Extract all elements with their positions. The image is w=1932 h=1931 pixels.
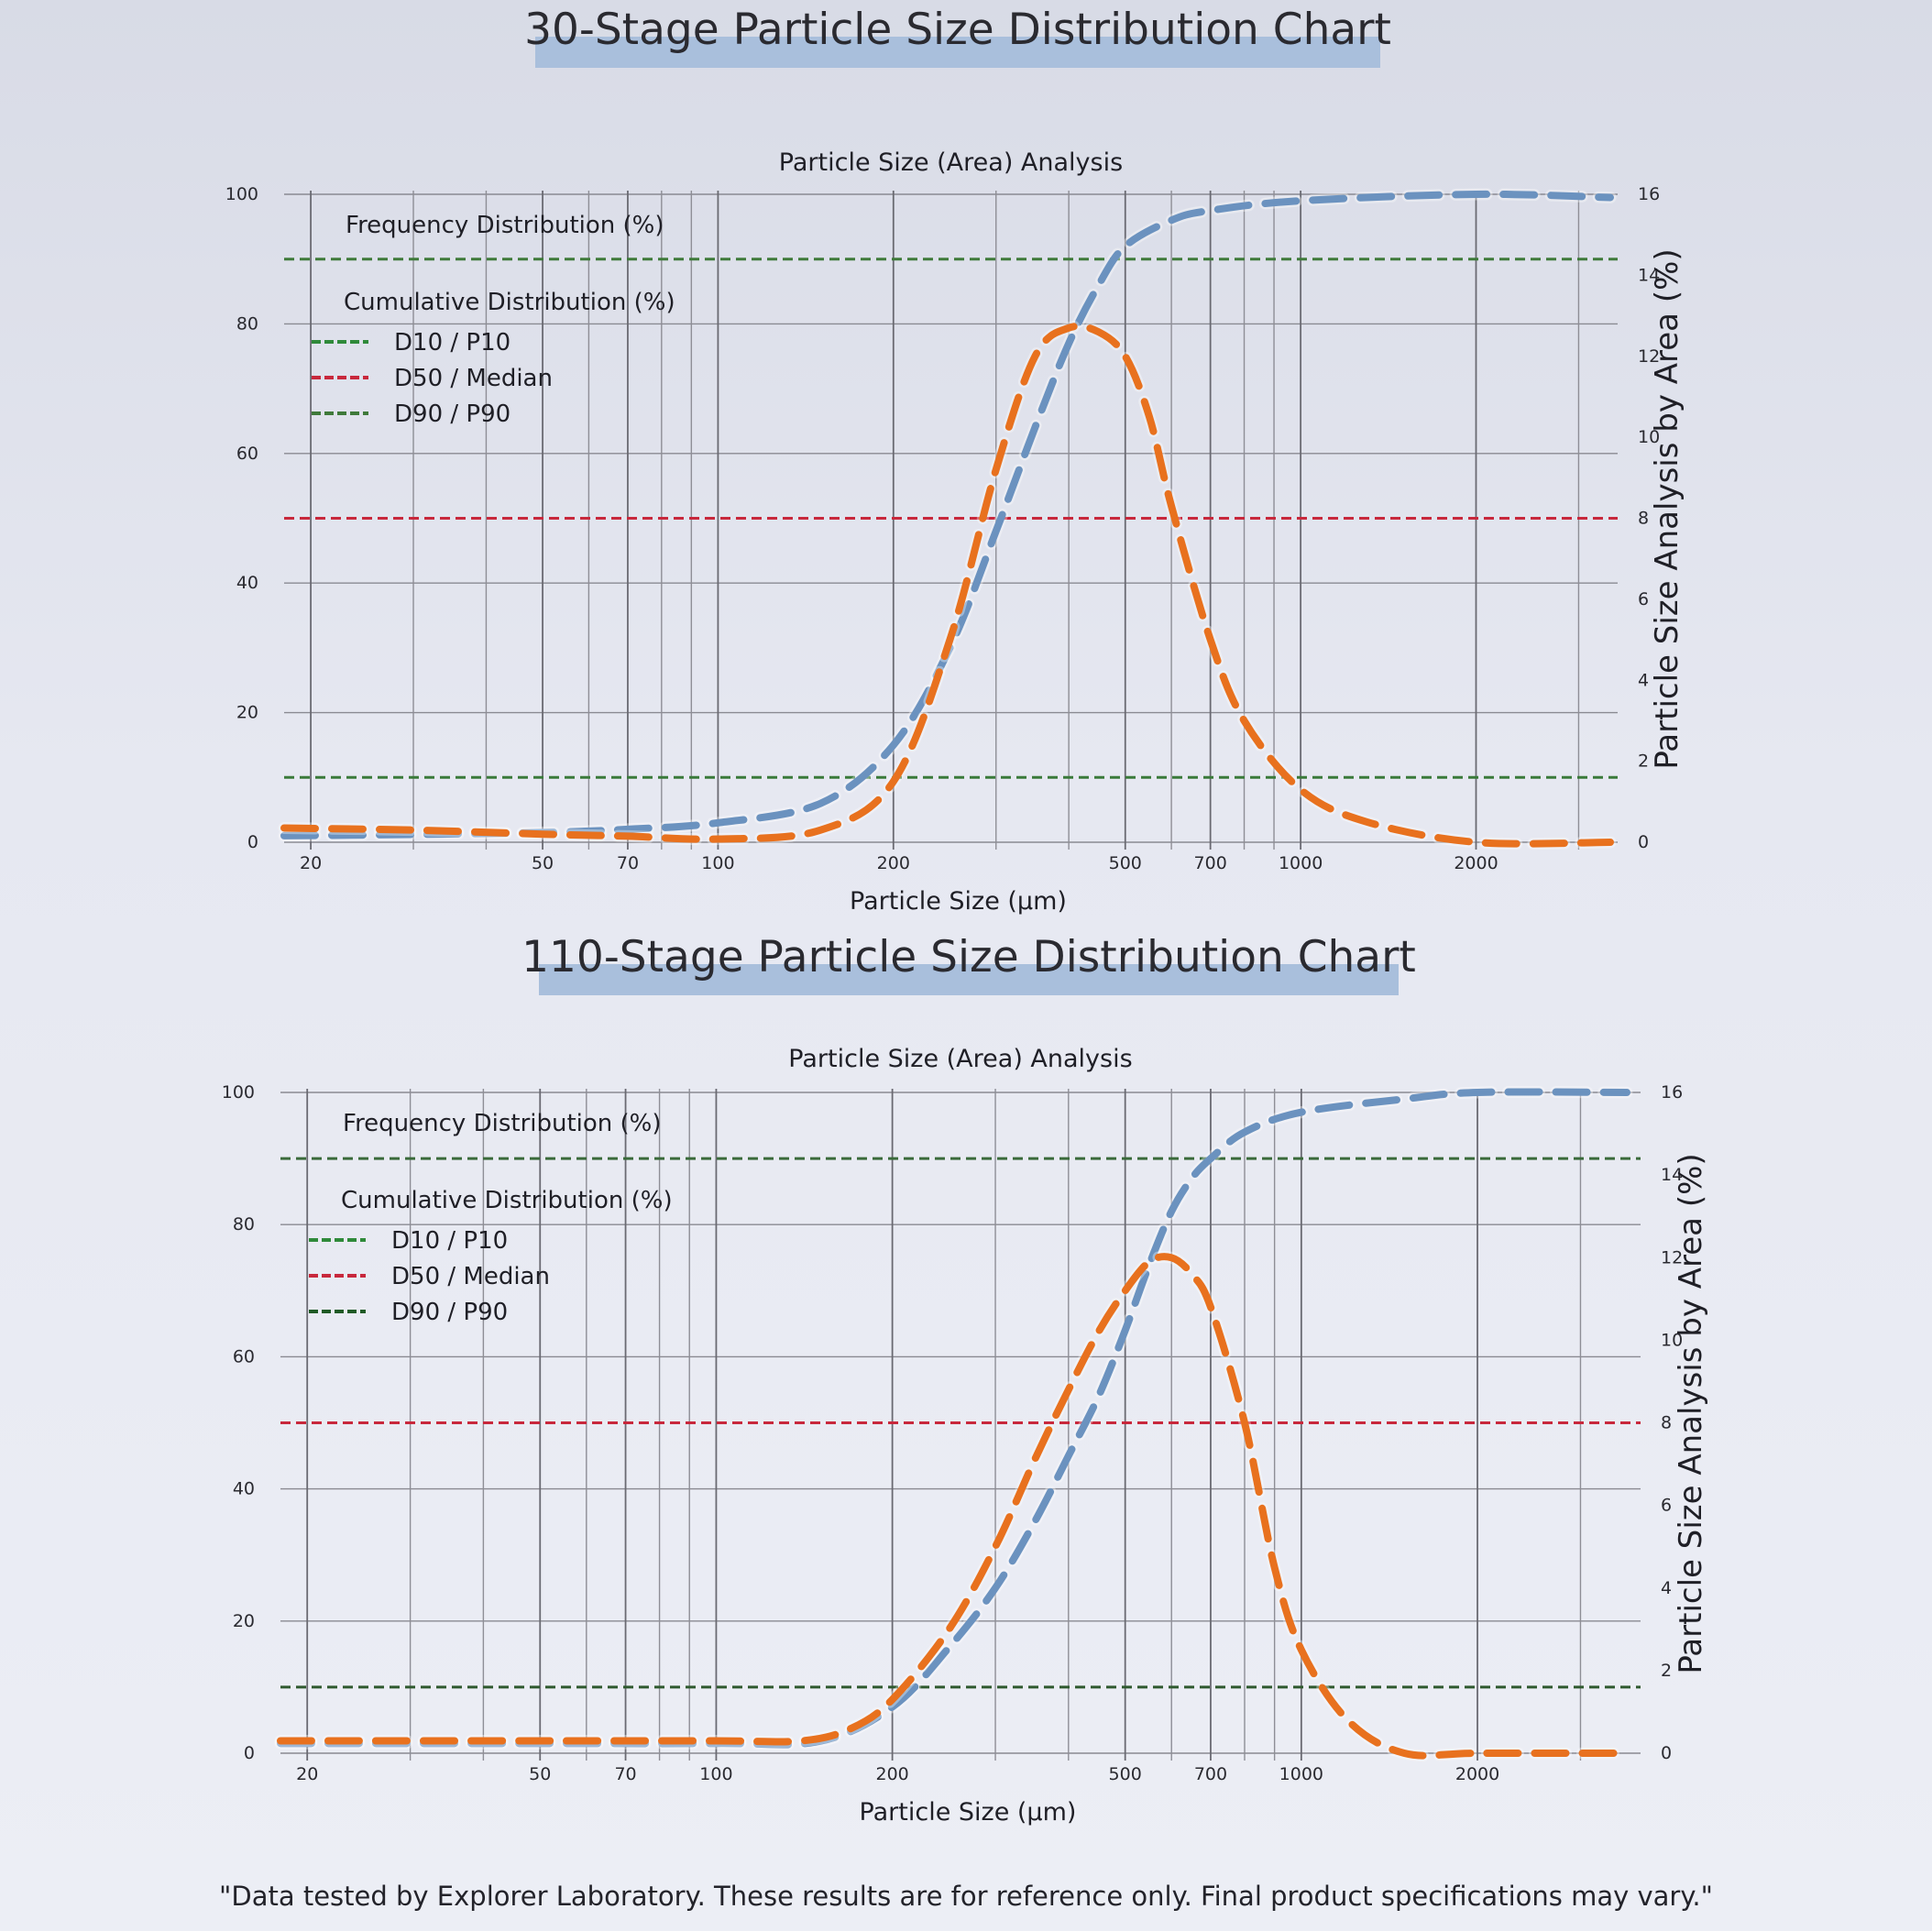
- legend-header-cumulative: Cumulative Distribution (%): [341, 1187, 673, 1214]
- x-tick-label: 200: [875, 1764, 908, 1784]
- legend-header-frequency: Frequency Distribution (%): [346, 212, 664, 239]
- x-tick-label: 1000: [1279, 853, 1323, 873]
- x-tick-label: 500: [1109, 853, 1142, 873]
- y-tick-label-right: 2: [1638, 752, 1649, 772]
- x-tick-label: 700: [1194, 1764, 1227, 1784]
- y-tick-label-left: 60: [233, 1346, 255, 1366]
- y-tick-label-left: 80: [233, 1214, 255, 1234]
- x-tick-label: 500: [1109, 1764, 1142, 1784]
- x-tick-label: 100: [699, 1764, 732, 1784]
- y-tick-label-right: 14: [1638, 265, 1660, 285]
- y-axis-label-right: Particle Size Analysis by Area (%): [1649, 248, 1685, 769]
- y-tick-label-right: 16: [1661, 1082, 1683, 1103]
- legend-label-d90-p90: D90 / P90: [391, 1299, 508, 1326]
- x-tick-label: 200: [877, 853, 910, 873]
- x-tick-label: 70: [617, 853, 639, 873]
- y-tick-label-left: 80: [236, 313, 258, 334]
- chart-title: 30-Stage Particle Size Distribution Char…: [524, 5, 1391, 55]
- y-tick-label-right: 8: [1661, 1413, 1672, 1433]
- chart-panel-1: 30-Stage Particle Size Distribution Char…: [225, 5, 1685, 916]
- y-tick-label-right: 0: [1661, 1743, 1672, 1763]
- y-tick-label-right: 10: [1661, 1330, 1683, 1350]
- x-tick-label: 20: [296, 1764, 318, 1784]
- legend-header-cumulative: Cumulative Distribution (%): [344, 289, 675, 316]
- series-cumulative-line: [280, 190, 1614, 839]
- chart-panel-2: 110-Stage Particle Size Distribution Cha…: [222, 932, 1709, 1827]
- y-tick-label-left: 60: [236, 444, 258, 464]
- x-tick-label: 100: [701, 853, 734, 873]
- y-tick-label-right: 10: [1638, 427, 1660, 447]
- y-tick-label-right: 12: [1661, 1247, 1683, 1267]
- chart-subtitle: Particle Size (Area) Analysis: [779, 148, 1123, 177]
- y-tick-label-left: 40: [236, 573, 258, 593]
- x-tick-label: 2000: [1455, 1764, 1499, 1784]
- title-banner: [539, 964, 1399, 995]
- series-frequency-line: [277, 1253, 1630, 1760]
- y-tick-label-right: 2: [1661, 1661, 1672, 1681]
- x-tick-label: 2000: [1454, 853, 1498, 873]
- y-tick-label-right: 8: [1638, 509, 1649, 529]
- y-tick-label-left: 20: [236, 703, 258, 723]
- y-tick-label-right: 16: [1638, 184, 1660, 204]
- footnote: "Data tested by Explorer Laboratory. The…: [219, 1881, 1713, 1912]
- y-tick-label-right: 4: [1661, 1578, 1672, 1598]
- title-banner: [535, 37, 1380, 68]
- y-tick-label-left: 100: [225, 184, 258, 204]
- x-tick-label: 700: [1194, 853, 1227, 873]
- legend-label-d50-median: D50 / Median: [391, 1263, 550, 1290]
- y-tick-label-left: 0: [244, 1743, 255, 1763]
- x-tick-label: 20: [300, 853, 322, 873]
- series-frequency-line-halo: [274, 1250, 1633, 1762]
- legend-header-frequency: Frequency Distribution (%): [343, 1110, 662, 1137]
- x-tick-label: 50: [529, 1764, 551, 1784]
- legend: Frequency Distribution (%) Cumulative Dis…: [309, 1110, 673, 1326]
- y-tick-label-right: 0: [1638, 832, 1649, 852]
- series-frequency-line: [280, 322, 1614, 848]
- chart-subtitle: Particle Size (Area) Analysis: [788, 1045, 1132, 1073]
- y-tick-label-right: 4: [1638, 670, 1649, 690]
- y-tick-label-left: 100: [222, 1082, 255, 1103]
- y-tick-label-right: 14: [1661, 1165, 1683, 1185]
- y-tick-label-right: 6: [1638, 589, 1649, 609]
- x-axis-label: Particle Size (μm): [860, 1798, 1077, 1827]
- y-tick-label-left: 20: [233, 1611, 255, 1631]
- y-tick-label-left: 40: [233, 1479, 255, 1499]
- y-axis-label-right: Particle Size Analysis by Area (%): [1673, 1153, 1709, 1673]
- legend: Frequency Distribution (%) Cumulative Dis…: [312, 212, 675, 428]
- x-tick-label: 70: [614, 1764, 636, 1784]
- legend-label-d10-p10: D10 / P10: [394, 329, 510, 357]
- legend-label-d10-p10: D10 / P10: [391, 1227, 508, 1255]
- x-axis-label: Particle Size (μm): [850, 887, 1067, 916]
- legend-label-d90-p90: D90 / P90: [394, 400, 510, 428]
- chart-title: 110-Stage Particle Size Distribution Cha…: [521, 932, 1416, 982]
- y-tick-label-right: 6: [1661, 1496, 1672, 1516]
- legend-label-d50-median: D50 / Median: [394, 365, 553, 392]
- y-tick-label-right: 12: [1638, 346, 1660, 367]
- series-cumulative-line: [277, 1088, 1630, 1749]
- y-tick-label-left: 0: [247, 832, 258, 852]
- x-tick-label: 1000: [1279, 1764, 1323, 1784]
- x-tick-label: 50: [532, 853, 554, 873]
